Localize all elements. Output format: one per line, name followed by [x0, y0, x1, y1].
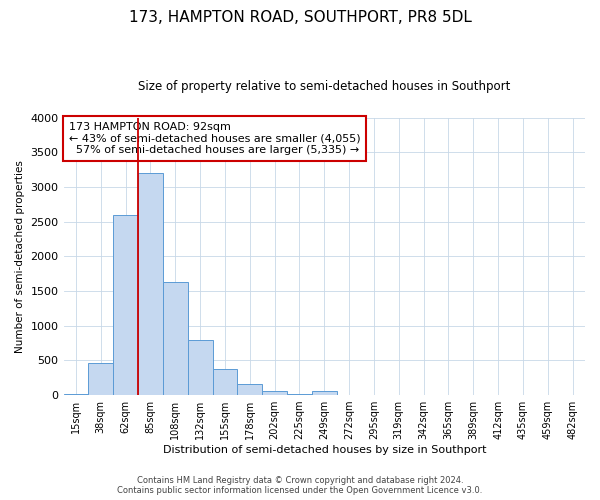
- Bar: [163, 282, 188, 395]
- Bar: [212, 368, 238, 395]
- Bar: [88, 363, 113, 395]
- Text: 173 HAMPTON ROAD: 92sqm
← 43% of semi-detached houses are smaller (4,055)
  57% : 173 HAMPTON ROAD: 92sqm ← 43% of semi-de…: [69, 122, 361, 155]
- Text: Contains HM Land Registry data © Crown copyright and database right 2024.
Contai: Contains HM Land Registry data © Crown c…: [118, 476, 482, 495]
- Bar: [287, 394, 312, 395]
- Bar: [238, 384, 262, 395]
- Y-axis label: Number of semi-detached properties: Number of semi-detached properties: [15, 160, 25, 353]
- Bar: [64, 394, 88, 395]
- X-axis label: Distribution of semi-detached houses by size in Southport: Distribution of semi-detached houses by …: [163, 445, 486, 455]
- Bar: [138, 173, 163, 395]
- Title: Size of property relative to semi-detached houses in Southport: Size of property relative to semi-detach…: [138, 80, 511, 93]
- Bar: [113, 215, 138, 395]
- Bar: [262, 391, 287, 395]
- Bar: [188, 340, 212, 395]
- Text: 173, HAMPTON ROAD, SOUTHPORT, PR8 5DL: 173, HAMPTON ROAD, SOUTHPORT, PR8 5DL: [128, 10, 472, 25]
- Bar: [312, 392, 337, 395]
